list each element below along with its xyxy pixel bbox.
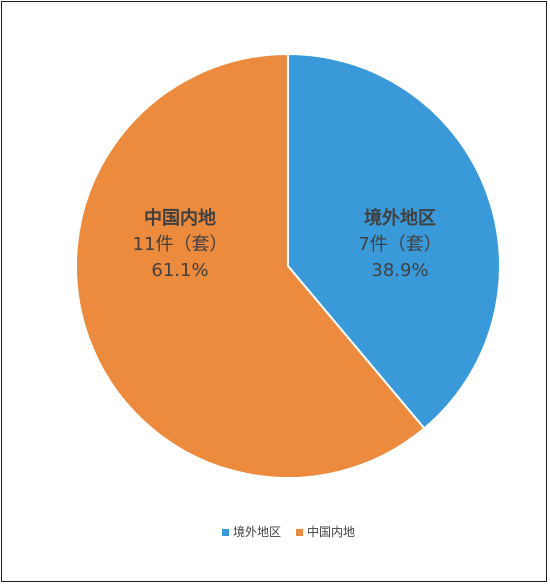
slice-name-label-2: 中国内地 xyxy=(144,207,216,229)
slice-percent-label-1: 38.9% xyxy=(371,260,428,281)
legend: 境外地区 中国内地 xyxy=(222,524,355,539)
legend-swatch-1 xyxy=(222,529,229,536)
slice-count-label-2: 11件（套） xyxy=(133,234,228,255)
slice-labels: 境外地区 7件（套） 38.9% 中国内地 11件（套） 61.1% xyxy=(133,207,442,281)
slice-percent-label-2: 61.1% xyxy=(151,260,208,281)
slice-count-label-1: 7件（套） xyxy=(358,234,441,255)
legend-label-1: 境外地区 xyxy=(233,524,281,539)
pie-slice-2 xyxy=(75,52,426,479)
pie-slice-1 xyxy=(287,52,501,430)
pie-slices xyxy=(75,52,501,479)
legend-swatch-2 xyxy=(296,529,303,536)
slice-name-label-1: 境外地区 xyxy=(364,207,436,229)
legend-label-2: 中国内地 xyxy=(307,524,355,539)
